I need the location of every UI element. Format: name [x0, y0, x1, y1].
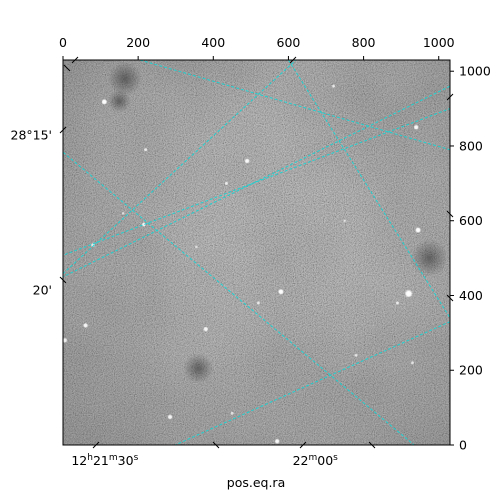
star-3: [141, 222, 147, 227]
right-tick-label: 400: [459, 288, 483, 303]
edge-grid-tick: [212, 441, 220, 449]
grid-line-2: [63, 60, 297, 275]
grid-line-1: [63, 151, 415, 445]
edge-grid-tick: [446, 210, 454, 218]
right-tick-label: 200: [459, 363, 483, 378]
star-0: [101, 98, 108, 105]
edge-grid-tick: [299, 441, 307, 449]
top-pixel-axis: 0 200 400 600 800 1000: [59, 35, 455, 60]
right-tick-label: 0: [459, 438, 467, 453]
bottom-right-ascension-axis: 12h21m30s 22m00s: [71, 453, 338, 468]
star-21: [121, 211, 125, 215]
dec-tick-label: 28°15': [11, 127, 53, 142]
star-19: [230, 411, 235, 416]
top-tick-label: 0: [59, 35, 67, 50]
top-tick-label: 600: [277, 35, 301, 50]
coordinate-grid-overlay: [63, 60, 450, 445]
star-4: [415, 227, 422, 234]
star-14: [224, 181, 229, 186]
star-sources: [63, 84, 422, 444]
star-7: [404, 289, 413, 298]
dark-region-0: [410, 239, 449, 277]
star-8: [395, 301, 400, 305]
plot-frame: [62, 59, 451, 446]
edge-grid-tick: [63, 64, 71, 72]
star-23: [194, 245, 198, 249]
top-tick-label: 200: [126, 35, 150, 50]
star-16: [331, 84, 336, 89]
star-10: [203, 326, 209, 332]
edge-grid-tick: [368, 441, 376, 449]
left-declination-axis: 28°15' 20': [11, 127, 53, 297]
ra-tick-label: 12h21m30s: [71, 453, 138, 468]
star-12: [167, 414, 173, 420]
grid-line-5: [288, 60, 450, 319]
grid-line-4: [173, 321, 450, 445]
star-2: [244, 158, 250, 164]
right-tick-label: 600: [459, 213, 483, 228]
dark-region-1: [108, 61, 142, 96]
edge-grid-tick: [59, 126, 67, 134]
star-9: [82, 322, 89, 329]
star-18: [256, 301, 261, 305]
dec-tick-label: 20': [33, 282, 52, 297]
star-17: [343, 219, 347, 223]
image-vignette: [63, 60, 450, 445]
grid-line-0: [139, 60, 450, 151]
edge-grid-tick: [71, 56, 79, 64]
dark-region-2: [108, 89, 131, 113]
dark-diffuse-regions: [108, 61, 449, 384]
edge-grid-tick: [289, 56, 297, 64]
edge-grid-tick: [446, 294, 454, 302]
right-tick-label: 800: [459, 138, 483, 153]
edge-grid-tick: [92, 441, 100, 449]
x-axis-label: pos.eq.ra: [227, 475, 285, 490]
top-tick-label: 400: [201, 35, 225, 50]
star-15: [143, 147, 148, 152]
ra-tick-label: 22m00s: [293, 453, 339, 468]
edge-grid-tick: [446, 93, 454, 101]
edge-grid-tick: [59, 276, 67, 284]
star-20: [354, 353, 358, 358]
dark-region-3: [183, 353, 214, 384]
right-pixel-axis: 0 200 400 600 800 1000: [59, 56, 491, 453]
star-13: [274, 438, 280, 444]
star-22: [410, 360, 415, 365]
star-11: [63, 337, 68, 344]
grid-line-6: [63, 108, 450, 256]
right-tick-label: 1000: [459, 64, 491, 79]
top-tick-label: 800: [352, 35, 376, 50]
image-plot-area[interactable]: [48, 60, 450, 475]
top-tick-label: 1000: [423, 35, 455, 50]
star-1: [413, 124, 419, 130]
star-6: [277, 288, 284, 295]
